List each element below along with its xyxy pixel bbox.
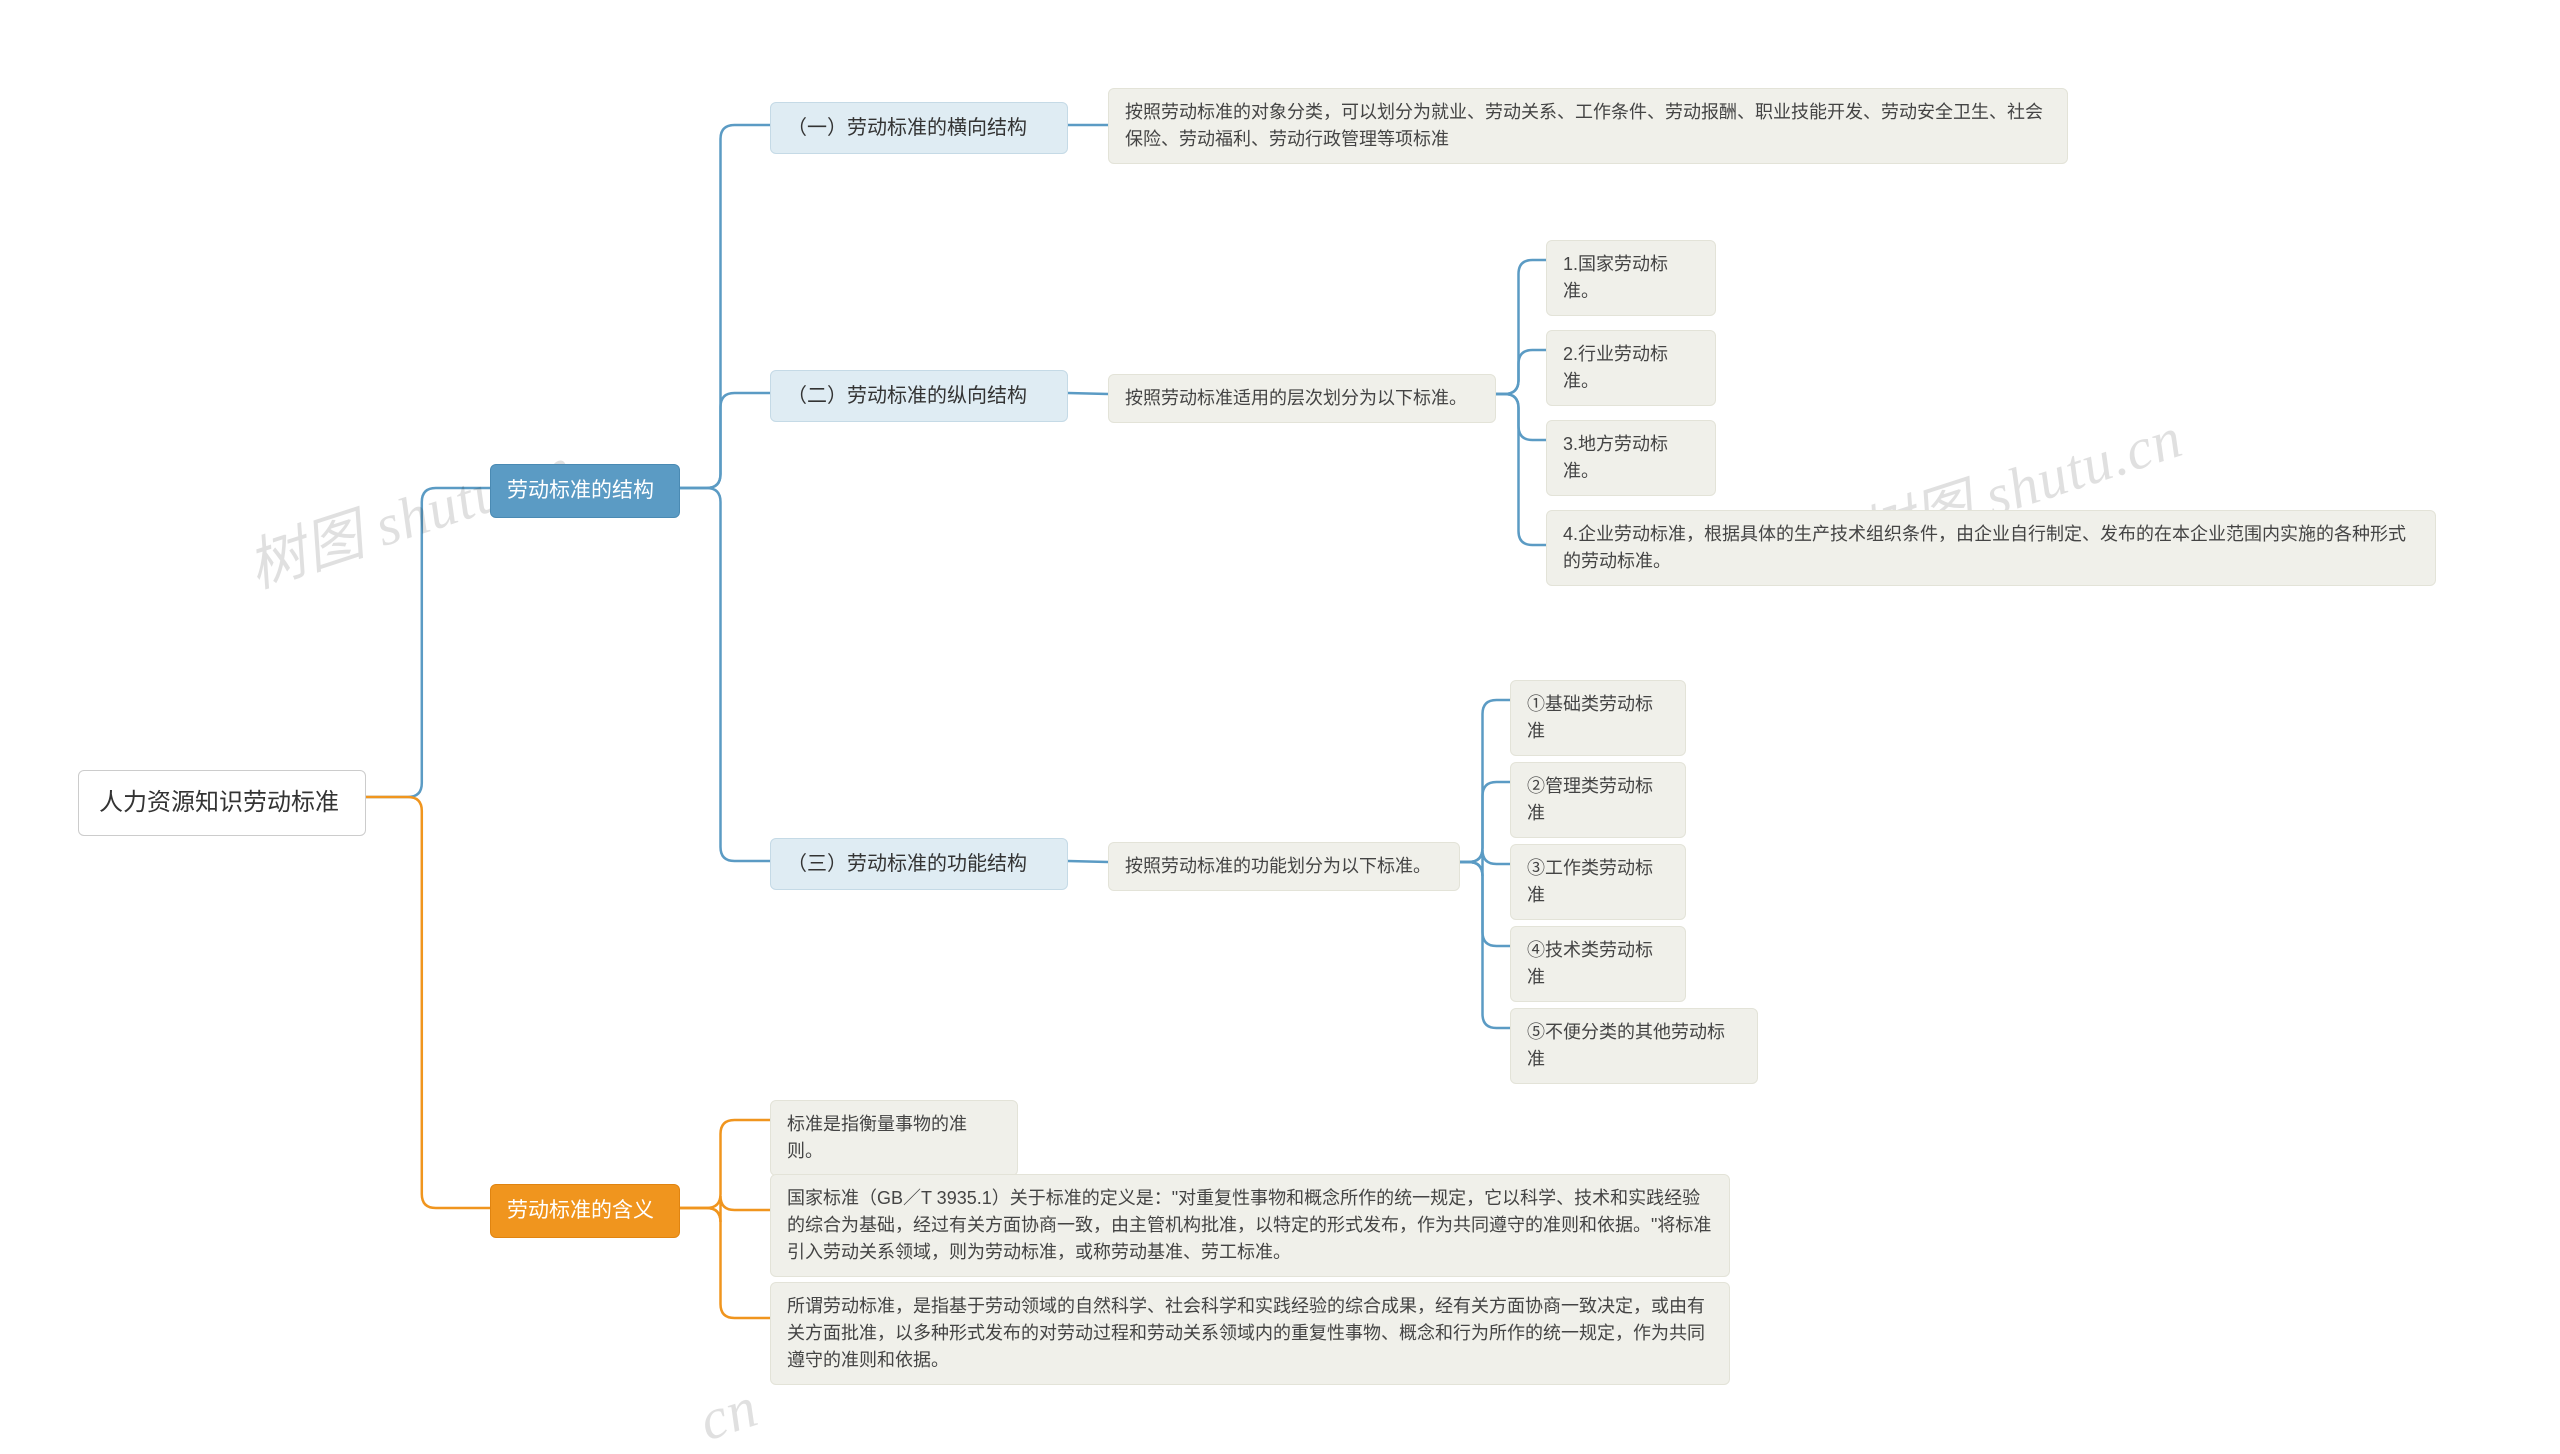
branch-0-child-2-leaf-0: 按照劳动标准的功能划分为以下标准。 <box>1108 842 1460 891</box>
watermark-3: cn <box>691 1373 766 1454</box>
branch-0-child-2-leaf-0-sub-0: ①基础类劳动标准 <box>1510 680 1686 756</box>
branch-0-child-2-leaf-0-sub-3-label: ④技术类劳动标准 <box>1527 937 1669 991</box>
branch-0-child-1: （二）劳动标准的纵向结构 <box>770 370 1068 422</box>
branch-0-child-1-leaf-0-sub-1: 2.行业劳动标准。 <box>1546 330 1716 406</box>
branch-0-child-2-leaf-0-sub-1-label: ②管理类劳动标准 <box>1527 773 1669 827</box>
branch-0-child-2-leaf-0-sub-3: ④技术类劳动标准 <box>1510 926 1686 1002</box>
branch-0-child-1-leaf-0: 按照劳动标准适用的层次划分为以下标准。 <box>1108 374 1496 423</box>
branch-0-child-2-leaf-0-sub-1: ②管理类劳动标准 <box>1510 762 1686 838</box>
branch-1: 劳动标准的含义 <box>490 1184 680 1238</box>
branch-0-child-1-leaf-0-sub-3: 4.企业劳动标准，根据具体的生产技术组织条件，由企业自行制定、发布的在本企业范围… <box>1546 510 2436 586</box>
branch-0-child-2-leaf-0-sub-4-label: ⑤不便分类的其他劳动标准 <box>1527 1019 1741 1073</box>
branch-0-child-1-leaf-0-sub-0: 1.国家劳动标准。 <box>1546 240 1716 316</box>
branch-1-child-0: 标准是指衡量事物的准则。 <box>770 1100 1018 1176</box>
branch-0-child-1-leaf-0-sub-3-label: 4.企业劳动标准，根据具体的生产技术组织条件，由企业自行制定、发布的在本企业范围… <box>1563 521 2419 575</box>
branch-0-child-1-leaf-0-sub-0-label: 1.国家劳动标准。 <box>1563 251 1699 305</box>
branch-1-child-2-label: 所谓劳动标准，是指基于劳动领域的自然科学、社会科学和实践经验的综合成果，经有关方… <box>787 1293 1713 1374</box>
branch-0-child-0: （一）劳动标准的横向结构 <box>770 102 1068 154</box>
branch-1-child-2: 所谓劳动标准，是指基于劳动领域的自然科学、社会科学和实践经验的综合成果，经有关方… <box>770 1282 1730 1385</box>
branch-0-child-1-leaf-0-sub-2: 3.地方劳动标准。 <box>1546 420 1716 496</box>
branch-0-child-1-leaf-0-sub-2-label: 3.地方劳动标准。 <box>1563 431 1699 485</box>
branch-0-child-1-leaf-0-label: 按照劳动标准适用的层次划分为以下标准。 <box>1125 385 1467 412</box>
mindmap-root: 人力资源知识劳动标准 <box>78 770 366 836</box>
branch-0: 劳动标准的结构 <box>490 464 680 518</box>
branch-1-child-0-label: 标准是指衡量事物的准则。 <box>787 1111 1001 1165</box>
branch-0-child-2-leaf-0-sub-2-label: ③工作类劳动标准 <box>1527 855 1669 909</box>
branch-0-child-0-leaf-0: 按照劳动标准的对象分类，可以划分为就业、劳动关系、工作条件、劳动报酬、职业技能开… <box>1108 88 2068 164</box>
branch-0-child-2-label: （三）劳动标准的功能结构 <box>787 849 1027 879</box>
branch-0-child-2: （三）劳动标准的功能结构 <box>770 838 1068 890</box>
branch-1-child-1: 国家标准（GB／T 3935.1）关于标准的定义是："对重复性事物和概念所作的统… <box>770 1174 1730 1277</box>
branch-0-label: 劳动标准的结构 <box>507 475 654 507</box>
root-label: 人力资源知识劳动标准 <box>99 785 339 821</box>
branch-1-label: 劳动标准的含义 <box>507 1195 654 1227</box>
branch-0-child-2-leaf-0-label: 按照劳动标准的功能划分为以下标准。 <box>1125 853 1431 880</box>
branch-0-child-2-leaf-0-sub-2: ③工作类劳动标准 <box>1510 844 1686 920</box>
branch-0-child-0-leaf-0-label: 按照劳动标准的对象分类，可以划分为就业、劳动关系、工作条件、劳动报酬、职业技能开… <box>1125 99 2051 153</box>
branch-0-child-0-label: （一）劳动标准的横向结构 <box>787 113 1027 143</box>
branch-0-child-1-label: （二）劳动标准的纵向结构 <box>787 381 1027 411</box>
branch-0-child-2-leaf-0-sub-4: ⑤不便分类的其他劳动标准 <box>1510 1008 1758 1084</box>
branch-0-child-2-leaf-0-sub-0-label: ①基础类劳动标准 <box>1527 691 1669 745</box>
branch-1-child-1-label: 国家标准（GB／T 3935.1）关于标准的定义是："对重复性事物和概念所作的统… <box>787 1185 1713 1266</box>
branch-0-child-1-leaf-0-sub-1-label: 2.行业劳动标准。 <box>1563 341 1699 395</box>
